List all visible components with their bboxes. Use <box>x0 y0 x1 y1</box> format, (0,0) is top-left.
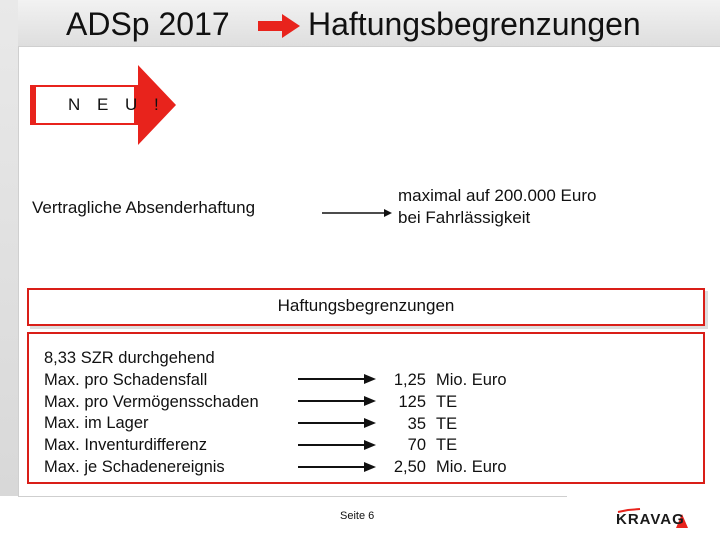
neu-arrow-icon <box>30 65 176 145</box>
limit-label: Max. pro Vermögensschaden <box>44 392 259 411</box>
limit-labels: 8,33 SZR durchgehend Max. pro Schadensfa… <box>44 348 259 479</box>
title-bar <box>18 0 720 47</box>
arrow-right-icon <box>298 440 376 450</box>
section-title: Haftungsbegrenzungen <box>277 296 455 315</box>
page-number: Seite 6 <box>340 510 375 522</box>
connector-arrow-icon <box>322 209 392 217</box>
limits-box <box>27 332 705 484</box>
max-line-2: bei Fahrlässigkeit <box>398 208 531 227</box>
arrow-right-icon <box>298 374 376 384</box>
kravag-logo-text: KRAVAG <box>616 511 685 528</box>
limit-amount: 125 <box>398 392 426 411</box>
limit-label: Max. im Lager <box>44 414 149 433</box>
limit-unit: TE <box>436 436 458 455</box>
limit-unit: Mio. Euro <box>436 371 507 389</box>
limit-amount: 1,25 <box>393 371 426 389</box>
neu-label: N E U ! <box>68 95 165 114</box>
arrow-right-icon <box>298 418 376 428</box>
limit-amount: 2,50 <box>393 458 426 477</box>
limit-amount: 70 <box>407 436 426 455</box>
section-header-box <box>27 288 705 326</box>
limit-label: Max. pro Schadensfall <box>44 370 208 389</box>
title-haftung: Haftungsbegrenzungen <box>308 6 641 42</box>
absenderhaftung-label: Vertragliche Absenderhaftung <box>32 198 256 217</box>
arrow-right-icon <box>298 462 376 472</box>
limit-unit: TE <box>436 414 458 433</box>
limit-label: Max. Inventurdifferenz <box>44 436 207 455</box>
limit-label: Max. je Schadenereignis <box>44 457 225 476</box>
max-fahrlaessigkeit-text: maximal auf 200.000 Euro bei Fahrlässigk… <box>398 185 596 229</box>
limit-amount: 35 <box>407 414 426 433</box>
limit-unit: Mio. Euro <box>436 458 507 477</box>
limit-label: 8,33 SZR durchgehend <box>44 349 215 367</box>
title-adsp: ADSp 2017 <box>66 6 230 42</box>
arrow-right-icon <box>298 396 376 406</box>
arrow-right-icon <box>258 14 300 38</box>
limit-amounts: 1,25 125 35 70 2,50 <box>380 370 426 479</box>
limit-arrows <box>298 374 376 472</box>
limit-unit: TE <box>436 392 458 411</box>
max-line-1: maximal auf 200.000 Euro <box>398 186 597 205</box>
kravag-logo <box>617 508 688 528</box>
limit-units: Mio. Euro TE TE TE Mio. Euro <box>436 370 507 479</box>
left-margin-bar <box>0 0 19 496</box>
footer-divider <box>18 496 567 497</box>
